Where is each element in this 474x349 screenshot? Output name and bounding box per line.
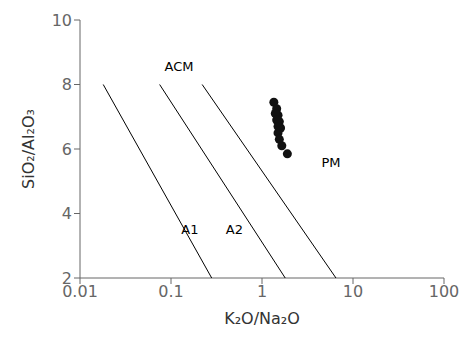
svg-text:2: 2 — [62, 269, 72, 288]
svg-text:ACM: ACM — [165, 59, 194, 74]
svg-text:A2: A2 — [226, 222, 243, 237]
svg-text:A1: A1 — [181, 222, 198, 237]
svg-text:4: 4 — [62, 204, 72, 223]
svg-text:100: 100 — [429, 282, 460, 301]
svg-text:10: 10 — [52, 11, 72, 30]
svg-text:0.01: 0.01 — [62, 282, 98, 302]
svg-text:8: 8 — [62, 75, 72, 94]
svg-text:K₂O/Na₂O: K₂O/Na₂O — [224, 309, 300, 328]
svg-text:0.1: 0.1 — [158, 282, 183, 301]
svg-text:SiO₂/Al₂O₃: SiO₂/Al₂O₃ — [19, 109, 38, 189]
svg-text:10: 10 — [343, 282, 363, 301]
svg-text:6: 6 — [62, 140, 72, 159]
svg-text:PM: PM — [321, 155, 340, 170]
svg-text:1: 1 — [257, 282, 267, 301]
